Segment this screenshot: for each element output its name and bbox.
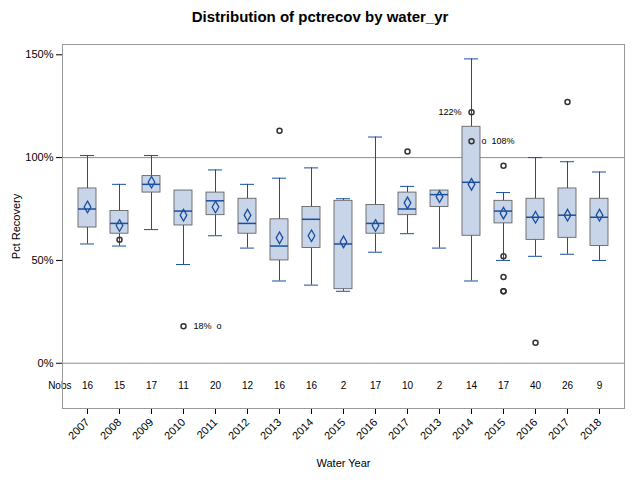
html-text:Distribution of pctrecov by wa: Distribution of pctrecov by water_yr <box>191 8 449 25</box>
svg-text:15: 15 <box>114 380 126 391</box>
svg-text:11: 11 <box>178 380 189 391</box>
svg-text:2017: 2017 <box>546 416 572 442</box>
svg-text:122%: 122% <box>438 107 461 117</box>
svg-text:Water Year: Water Year <box>316 457 370 469</box>
svg-text:17: 17 <box>498 380 510 391</box>
svg-text:0%: 0% <box>38 357 54 369</box>
svg-text:2015: 2015 <box>482 416 508 442</box>
svg-text:2013: 2013 <box>418 416 444 442</box>
svg-text:2009: 2009 <box>130 416 156 442</box>
svg-text:26: 26 <box>562 380 574 391</box>
svg-text:10: 10 <box>402 380 414 391</box>
svg-text:20: 20 <box>210 380 222 391</box>
svg-text:2018: 2018 <box>578 416 604 442</box>
svg-text:2012: 2012 <box>226 416 252 442</box>
svg-text:50%: 50% <box>31 254 53 266</box>
svg-text:o 108%: o 108% <box>482 136 515 146</box>
svg-text:2010: 2010 <box>162 416 188 442</box>
svg-text:2: 2 <box>437 380 443 391</box>
svg-text:100%: 100% <box>25 151 53 163</box>
svg-text:14: 14 <box>466 380 478 391</box>
svg-text:Nobs: Nobs <box>48 380 71 391</box>
svg-text:2007: 2007 <box>66 416 92 442</box>
svg-text:2017: 2017 <box>386 416 412 442</box>
svg-text:2016: 2016 <box>514 416 540 442</box>
svg-text:2013: 2013 <box>258 416 284 442</box>
svg-text:Pct Recovery: Pct Recovery <box>10 193 22 259</box>
svg-text:2014: 2014 <box>290 416 316 442</box>
svg-text:2: 2 <box>341 380 347 391</box>
svg-text:17: 17 <box>146 380 158 391</box>
svg-text:9: 9 <box>597 380 603 391</box>
svg-text:16: 16 <box>306 380 318 391</box>
svg-text:16: 16 <box>274 380 286 391</box>
svg-text:18% o: 18% o <box>194 321 222 331</box>
svg-text:12: 12 <box>242 380 254 391</box>
svg-text:17: 17 <box>370 380 382 391</box>
svg-text:2015: 2015 <box>322 416 348 442</box>
svg-text:150%: 150% <box>25 48 53 60</box>
svg-text:2014: 2014 <box>450 416 476 442</box>
svg-text:40: 40 <box>530 380 542 391</box>
svg-text:2011: 2011 <box>194 416 219 441</box>
svg-text:2016: 2016 <box>354 416 380 442</box>
svg-text:16: 16 <box>82 380 94 391</box>
svg-text:2008: 2008 <box>98 416 124 442</box>
